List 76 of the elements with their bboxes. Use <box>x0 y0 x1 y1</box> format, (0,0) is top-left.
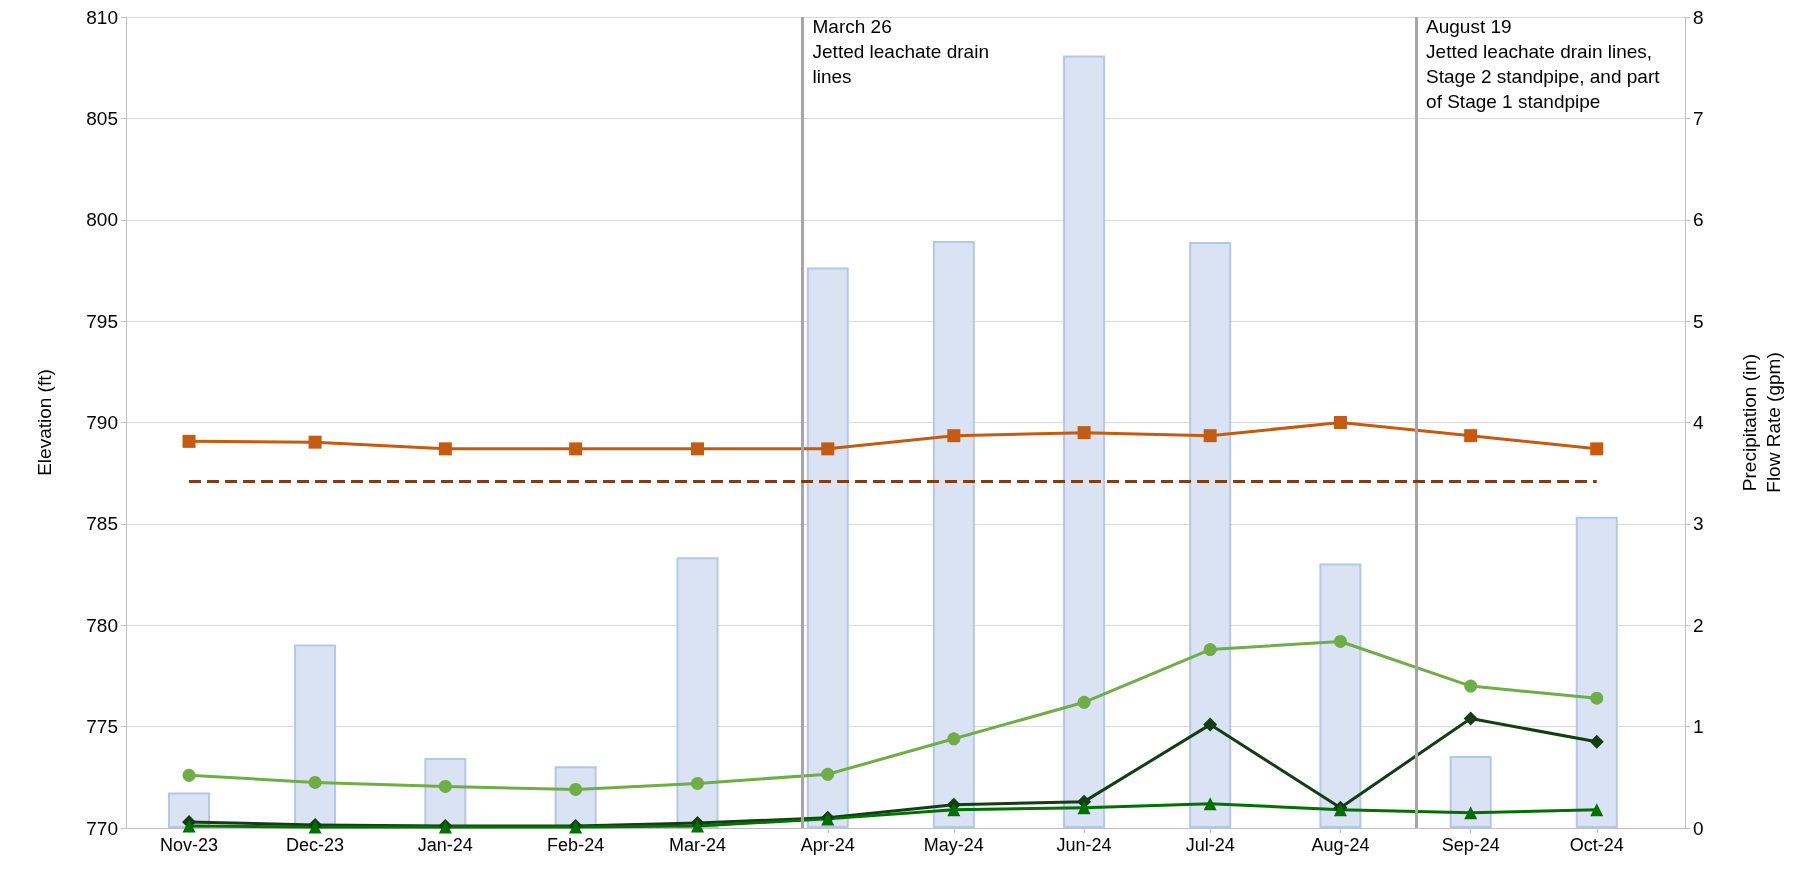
bar <box>1189 242 1232 828</box>
point <box>1464 679 1478 693</box>
point <box>182 434 196 448</box>
point <box>1203 797 1217 811</box>
point <box>947 429 961 443</box>
point <box>438 779 452 793</box>
x-tick-label: Nov-23 <box>160 835 219 855</box>
point <box>1464 429 1478 443</box>
x-tick-label: Mar-24 <box>668 835 726 855</box>
bar <box>806 267 849 828</box>
y2-tick-label: 3 <box>1693 513 1704 535</box>
y2-tick-label: 8 <box>1693 6 1704 28</box>
point <box>1203 643 1217 657</box>
y-tick-label: 790 <box>86 412 118 433</box>
bar <box>676 557 719 828</box>
point <box>1464 806 1478 820</box>
y-tick-label: 800 <box>86 209 118 231</box>
bar <box>1449 756 1492 828</box>
y-tick-label: 810 <box>86 6 118 28</box>
x-tick-label: Aug-24 <box>1311 835 1370 855</box>
point <box>821 767 835 781</box>
point <box>1589 734 1604 749</box>
point <box>438 442 452 456</box>
point <box>569 782 583 796</box>
x-tick-label: Jun-24 <box>1056 835 1112 855</box>
y-axis-title: Elevation (ft) <box>33 369 55 476</box>
point <box>308 775 322 789</box>
point <box>690 819 704 833</box>
y2-tick-label: 2 <box>1693 614 1704 636</box>
x-tick-label: Feb-24 <box>547 835 605 855</box>
point <box>569 442 583 456</box>
x-tick-label: Dec-23 <box>286 835 345 855</box>
y-tick-label: 795 <box>86 310 118 332</box>
x-tick-label: Oct-24 <box>1569 835 1624 855</box>
point <box>691 776 704 790</box>
point <box>690 442 704 456</box>
point <box>1463 711 1478 726</box>
point <box>1590 442 1604 456</box>
point <box>182 768 196 782</box>
point <box>1333 634 1347 648</box>
bar <box>1319 563 1362 828</box>
y2-tick-label: 1 <box>1693 716 1704 738</box>
point <box>1203 429 1217 443</box>
y2-tick-label: 5 <box>1693 310 1704 332</box>
point <box>1590 803 1604 817</box>
point <box>1590 691 1604 705</box>
point <box>1077 801 1091 815</box>
y2-axis-title: Precipitation (in) Flow Rate (gpm) <box>1738 352 1784 493</box>
point <box>947 732 961 746</box>
ref-line-label: August 19 Jetted leachate drain lines, Stage 2 standpipe, and part of Stage 1 standpipe <box>1426 16 1661 112</box>
x-tick-label: Sep-24 <box>1441 835 1500 855</box>
y-tick-label: 770 <box>86 817 118 839</box>
y2-tick-label: 0 <box>1693 817 1704 839</box>
ref-line-label: March 26 Jetted leachate drain lines <box>812 16 989 87</box>
x-tick-label: May-24 <box>923 835 984 855</box>
x-tick-label: Apr-24 <box>800 835 855 855</box>
point <box>1333 416 1347 429</box>
point <box>1077 695 1091 709</box>
y2-tick-label: 6 <box>1693 209 1704 231</box>
bar <box>1063 55 1106 828</box>
x-tick-label: Jul-24 <box>1185 835 1235 855</box>
y-tick-label: 780 <box>86 614 118 636</box>
bar <box>932 241 975 828</box>
point <box>821 442 835 456</box>
y-tick-label: 775 <box>86 716 118 738</box>
bar <box>1575 516 1618 828</box>
point <box>1077 426 1091 440</box>
y-tick-label: 785 <box>86 513 118 535</box>
y-tick-label: 805 <box>86 107 118 129</box>
x-tick-label: Jan-24 <box>417 835 473 855</box>
point <box>947 803 961 817</box>
point <box>182 819 196 833</box>
y2-tick-label: 7 <box>1693 107 1704 129</box>
point <box>1203 717 1218 732</box>
point <box>308 435 322 449</box>
y2-tick-label: 4 <box>1693 412 1704 433</box>
